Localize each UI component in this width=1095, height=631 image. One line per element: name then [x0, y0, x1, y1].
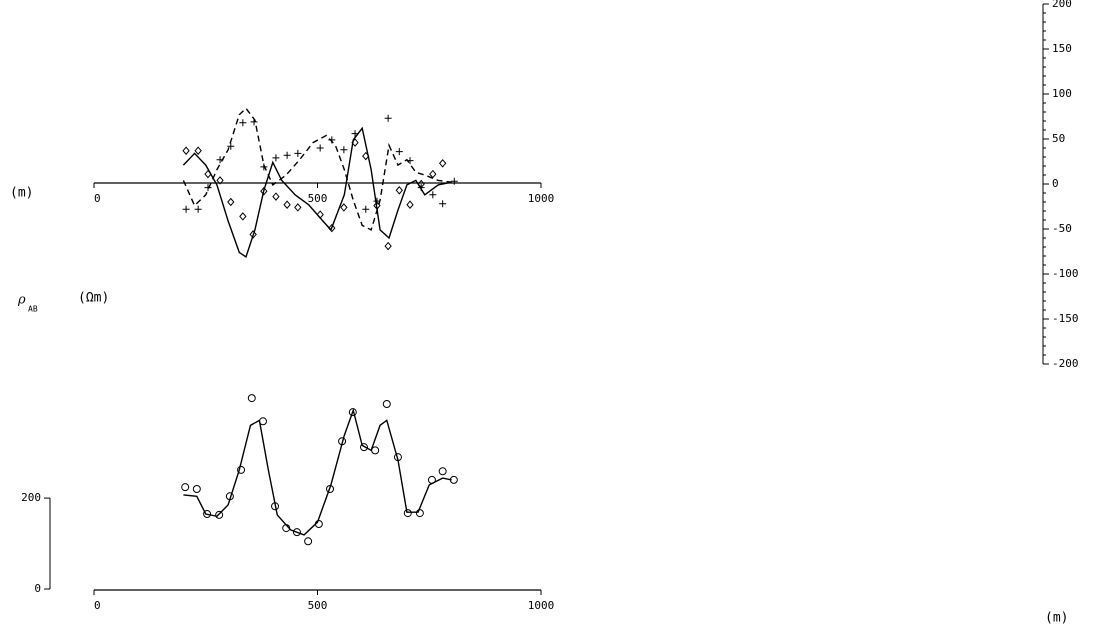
diamond-marker [294, 203, 302, 212]
rho-subscript: AB [28, 305, 38, 314]
plus-marker [417, 184, 425, 192]
plus-marker [316, 144, 324, 152]
circle-marker [427, 475, 436, 484]
plus-marker [450, 177, 458, 185]
diamond-marker [227, 197, 235, 207]
circle-marker [359, 443, 368, 452]
y-tick-label: -200 [1052, 357, 1079, 370]
y-tick-label: -150 [1052, 312, 1079, 325]
plus-marker [340, 146, 348, 154]
diamond-marker [316, 210, 324, 219]
plus-marker [406, 157, 414, 165]
plus-marker [384, 114, 392, 122]
diamond-marker [362, 151, 370, 161]
x-tick-label: 1000 [528, 599, 555, 612]
circle-marker [338, 437, 347, 446]
x-tick-label: 500 [308, 599, 328, 612]
diamond-marker [260, 186, 268, 196]
circle-marker [382, 400, 391, 408]
diamond-marker [406, 200, 414, 209]
y-tick-label: 0 [34, 582, 41, 595]
circle-marker [203, 510, 212, 518]
plus-marker [294, 149, 302, 157]
circle-marker [258, 417, 267, 426]
unit-label: (m) [10, 186, 33, 201]
circle-marker [403, 509, 412, 518]
circle-marker [215, 510, 224, 519]
diamond-marker [340, 203, 348, 212]
plus-marker [239, 119, 247, 127]
diamond-marker [249, 230, 257, 239]
circle-marker [326, 485, 335, 493]
data-line [182, 107, 452, 231]
x-tick-label: 0 [94, 192, 101, 205]
circle-marker [292, 528, 301, 537]
diamond-marker [194, 146, 202, 155]
diamond-marker [239, 212, 247, 221]
y-tick-label: 200 [1052, 0, 1072, 10]
circle-marker [192, 485, 201, 493]
diamond-marker [216, 176, 224, 185]
diamond-marker [283, 200, 291, 209]
plus-marker [373, 197, 381, 205]
x-tick-label: 1000 [528, 192, 555, 205]
y-tick-label: 0 [1052, 177, 1059, 190]
plus-marker [351, 130, 359, 138]
diamond-marker [204, 169, 212, 179]
plus-marker [272, 154, 280, 162]
y-tick-label: 50 [1052, 132, 1065, 145]
plus-marker [227, 142, 235, 150]
plus-marker [328, 136, 336, 144]
circle-marker [415, 509, 424, 518]
y-tick-label: -50 [1052, 222, 1072, 235]
x-tick-label: 500 [308, 192, 328, 205]
circle-marker [314, 520, 323, 528]
circle-marker [181, 483, 190, 492]
plus-marker [362, 205, 370, 213]
diamond-marker [328, 223, 336, 233]
plus-marker [182, 205, 190, 213]
circle-marker [225, 492, 234, 501]
diamond-marker [439, 159, 447, 168]
plus-marker [194, 205, 202, 213]
circle-marker [393, 453, 402, 462]
circle-marker [282, 524, 291, 533]
plus-marker [216, 156, 224, 164]
circle-marker [247, 394, 256, 403]
diamond-marker [351, 138, 359, 147]
circle-marker [304, 537, 313, 546]
circle-marker [348, 408, 357, 417]
circle-marker [271, 502, 280, 511]
plus-marker [439, 200, 447, 208]
y-tick-label: 200 [21, 491, 41, 504]
data-line [183, 407, 452, 536]
plus-marker [283, 151, 291, 159]
unit-label: (Ωm) [78, 291, 109, 306]
y-tick-label: 100 [1052, 87, 1072, 100]
plus-marker [204, 184, 212, 192]
plus-marker [260, 163, 268, 171]
diamond-marker [272, 192, 280, 201]
circle-marker [371, 446, 380, 455]
plus-marker [250, 118, 258, 126]
y-tick-label: 150 [1052, 42, 1072, 55]
circle-marker [237, 465, 246, 474]
rho-label: ρ [17, 293, 26, 308]
x-tick-label: 0 [94, 599, 101, 612]
y-tick-label: -100 [1052, 267, 1079, 280]
plus-marker [429, 191, 437, 199]
diamond-marker [395, 186, 403, 195]
circle-marker [438, 467, 447, 476]
plus-marker [395, 148, 403, 156]
data-line [182, 126, 452, 258]
diamond-marker [373, 201, 381, 210]
diamond-marker [182, 146, 190, 155]
circle-marker [449, 475, 458, 484]
diamond-marker [429, 169, 437, 179]
unit-label: (m) [1045, 611, 1068, 626]
diamond-marker [384, 241, 392, 251]
